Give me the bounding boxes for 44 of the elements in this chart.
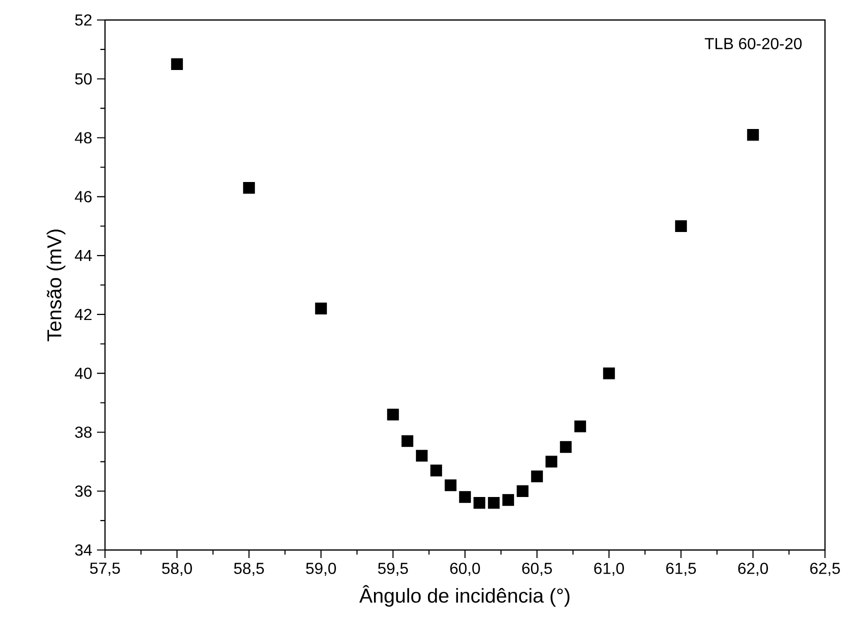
x-tick-label: 61,0	[594, 562, 624, 576]
point	[459, 491, 471, 503]
point	[675, 220, 687, 232]
y-tick-label: 48	[74, 132, 92, 144]
x-tick-label: 59,5	[378, 562, 408, 576]
x-tick-label: 60,5	[522, 562, 552, 576]
y-tick-label: 36	[75, 485, 92, 497]
annotation: TLB 60-20-20	[704, 38, 802, 50]
y-tick-label: 46	[74, 191, 92, 202]
x-axis-title: Ângulo de incidência (°)	[359, 585, 570, 607]
y-tick-label: 34	[75, 544, 92, 556]
x-tick-label: 62,5	[810, 562, 840, 576]
point	[430, 464, 442, 476]
point	[488, 497, 500, 509]
point	[315, 302, 327, 314]
y-tick-label: 50	[75, 73, 92, 85]
x-tick-label: 61,5	[666, 562, 696, 576]
point	[516, 485, 528, 497]
y-tick-label: 52	[75, 14, 92, 26]
y-tick-label: 42	[74, 308, 92, 320]
x-tick-label: 58,5	[234, 562, 264, 576]
point	[444, 479, 456, 492]
point	[474, 497, 486, 509]
point	[546, 456, 558, 468]
x-tick-label: 62,0	[738, 562, 768, 576]
point	[387, 408, 399, 420]
x-tick-label: 57,5	[90, 562, 120, 576]
y-axis-title: Tensão (mV)	[46, 230, 66, 342]
y-tick-label: 40	[74, 368, 92, 379]
y-tick-label: 38	[75, 426, 92, 438]
point	[603, 367, 615, 380]
point	[171, 58, 183, 70]
x-tick-label: 60,0	[450, 562, 480, 576]
x-tick-label: 59,0	[306, 562, 336, 576]
y-tick-label: 44	[74, 250, 92, 262]
point	[531, 470, 543, 482]
point	[402, 435, 414, 447]
point	[560, 441, 572, 453]
point	[243, 182, 255, 194]
point	[416, 450, 428, 462]
point	[747, 128, 759, 141]
point	[502, 494, 514, 506]
point	[574, 420, 586, 432]
x-tick-label: 58,0	[162, 562, 192, 576]
